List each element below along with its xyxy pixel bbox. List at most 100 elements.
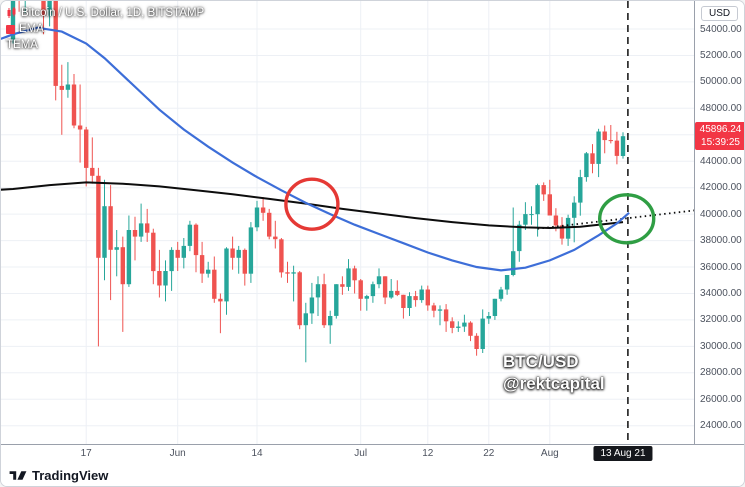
candle bbox=[523, 202, 528, 230]
candle bbox=[175, 241, 180, 271]
candle bbox=[511, 207, 516, 277]
candle bbox=[291, 265, 296, 302]
price-axis-label: 34000.00 bbox=[700, 288, 742, 299]
candle bbox=[242, 248, 247, 286]
watermark-line1: BTC/USD bbox=[503, 352, 579, 371]
candle bbox=[462, 314, 467, 332]
candle bbox=[65, 62, 71, 98]
time-axis-label: Jul bbox=[354, 448, 368, 459]
candle bbox=[138, 203, 144, 242]
candle bbox=[541, 182, 546, 201]
candle bbox=[114, 230, 119, 277]
price-axis-label: 52000.00 bbox=[700, 50, 742, 61]
candle bbox=[218, 293, 223, 334]
candle bbox=[370, 281, 376, 303]
time-axis-label: 12 bbox=[422, 448, 434, 459]
price-axis-label: 50000.00 bbox=[700, 76, 742, 88]
candle bbox=[90, 137, 95, 184]
red-circle-annotation[interactable] bbox=[284, 177, 340, 231]
candle bbox=[77, 84, 83, 163]
currency-unit-button[interactable]: USD bbox=[701, 6, 739, 21]
time-axis-label: 17 bbox=[80, 448, 92, 459]
green-circle-annotation[interactable] bbox=[598, 193, 656, 245]
candle bbox=[145, 208, 150, 242]
candle bbox=[358, 279, 363, 311]
candle bbox=[187, 220, 193, 252]
candle bbox=[254, 200, 260, 232]
watermark-text: BTC/USD @rektcapital bbox=[503, 351, 605, 395]
watermark-line2: @rektcapital bbox=[503, 374, 605, 393]
candle bbox=[620, 132, 626, 159]
price-axis-label: 40000.00 bbox=[700, 208, 742, 220]
candle bbox=[443, 304, 449, 332]
price-axis-label: 32000.00 bbox=[700, 314, 742, 326]
candle bbox=[382, 276, 388, 305]
candle bbox=[199, 241, 205, 283]
candle bbox=[47, 1, 52, 27]
candle bbox=[559, 217, 565, 245]
candle bbox=[303, 302, 308, 363]
candle bbox=[565, 214, 571, 246]
candle bbox=[419, 285, 424, 303]
candle bbox=[578, 169, 583, 216]
candle bbox=[279, 238, 284, 278]
candle bbox=[18, 1, 20, 12]
candle bbox=[328, 310, 333, 344]
candle bbox=[224, 247, 229, 315]
legend-indicator-tema[interactable]: TEMA bbox=[6, 37, 204, 53]
candles-layer bbox=[10, 1, 626, 363]
date-badge: 13 Aug 21 bbox=[593, 446, 653, 461]
candle bbox=[230, 236, 235, 270]
time-axis-label: 22 bbox=[483, 448, 495, 459]
candle bbox=[395, 280, 400, 297]
candle bbox=[157, 249, 162, 298]
symbol-title: Bitcoin / U.S. Dollar, 1D, BITSTAMP bbox=[21, 7, 205, 19]
candle bbox=[547, 179, 552, 216]
candle bbox=[96, 167, 101, 347]
candle bbox=[120, 236, 125, 332]
candle bbox=[572, 196, 577, 243]
blue-ema-line[interactable] bbox=[1, 26, 630, 272]
candle bbox=[376, 268, 382, 289]
price-axis-label: 38000.00 bbox=[700, 235, 742, 247]
candle bbox=[596, 128, 601, 178]
candle bbox=[474, 333, 479, 356]
candle bbox=[431, 302, 437, 318]
candle bbox=[602, 125, 607, 154]
candlestick-chart[interactable] bbox=[1, 1, 694, 444]
candle bbox=[212, 256, 217, 303]
candle bbox=[236, 245, 241, 274]
tema-label: TEMA bbox=[6, 39, 38, 51]
tradingview-logo[interactable]: TradingView bbox=[9, 468, 108, 483]
candle bbox=[608, 125, 613, 144]
candle bbox=[486, 312, 491, 324]
dotted-projection-line[interactable] bbox=[537, 209, 694, 230]
price-axis-label: 26000.00 bbox=[700, 393, 742, 405]
price-axis-label: 42000.00 bbox=[700, 182, 742, 194]
candle bbox=[321, 273, 327, 328]
ema-color-swatch-icon bbox=[6, 24, 15, 34]
candle bbox=[584, 152, 589, 182]
candle bbox=[41, 1, 46, 35]
candle bbox=[206, 261, 211, 278]
candle bbox=[389, 279, 394, 299]
time-axis[interactable]: 17 Jun 14 Jul 12 22 Aug 13 Aug 21 bbox=[1, 444, 744, 462]
candle bbox=[407, 292, 412, 316]
candle bbox=[352, 265, 357, 294]
legend-symbol-row[interactable]: Bitcoin / U.S. Dollar, 1D, BITSTAMP bbox=[6, 5, 204, 21]
candle bbox=[102, 179, 107, 281]
time-axis-label: Jun bbox=[169, 448, 186, 459]
chart-plot-area[interactable]: Bitcoin / U.S. Dollar, 1D, BITSTAMP EMA … bbox=[1, 1, 694, 444]
ema-label: EMA bbox=[19, 23, 44, 35]
candle bbox=[614, 131, 620, 165]
price-axis[interactable]: USD 54000.0052000.0050000.0048000.004600… bbox=[694, 1, 744, 444]
price-axis-label: 28000.00 bbox=[700, 367, 742, 379]
tradingview-logo-icon bbox=[9, 470, 27, 480]
candle bbox=[340, 276, 345, 295]
candle bbox=[425, 285, 430, 311]
legend-indicator-ema[interactable]: EMA bbox=[6, 21, 204, 37]
price-axis-label: 36000.00 bbox=[700, 261, 742, 273]
candle bbox=[450, 317, 455, 334]
symbol-candles-icon bbox=[7, 7, 16, 18]
price-axis-label: 30000.00 bbox=[700, 340, 742, 352]
